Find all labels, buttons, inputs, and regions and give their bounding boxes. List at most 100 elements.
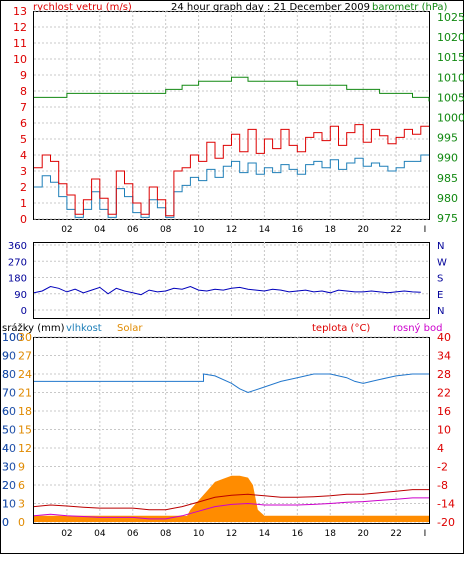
- temperature-y-tick-label: -14: [437, 498, 455, 511]
- x-tick-label: 22: [390, 529, 401, 539]
- humidity-y-tick-label: 70: [2, 387, 16, 400]
- temperature-y-tick-label: -8: [437, 479, 448, 492]
- direction-y-tick-label: 90: [14, 290, 27, 301]
- x-tick-label: 08: [160, 225, 172, 235]
- x-tick-label: 22: [390, 225, 401, 235]
- solar-y-tick-label: 30: [18, 331, 32, 344]
- compass-tick-label: W: [437, 257, 447, 268]
- humidity-y-tick-label: 100: [2, 331, 23, 344]
- pressure-y-tick-label: 1000: [437, 112, 464, 125]
- x-tick-label: 08: [160, 529, 172, 539]
- humidity-y-tick-label: 20: [2, 479, 16, 492]
- solar-y-tick-label: 24: [18, 368, 32, 381]
- x-tick-label: 06: [127, 225, 139, 235]
- wind-y-tick-label: 12: [13, 21, 27, 34]
- solar-y-tick-label: 9: [18, 461, 25, 474]
- x-tick-label: 02: [61, 225, 72, 235]
- pressure-y-tick-label: 990: [437, 152, 458, 165]
- wind-speed-series-line: [34, 124, 429, 217]
- x-tick-label: 18: [325, 529, 337, 539]
- humidity-y-tick-label: 90: [2, 350, 16, 363]
- pressure-y-tick-label: 1010: [437, 71, 464, 84]
- x-tick-label: 06: [127, 529, 139, 539]
- precip-y-tick-label: 7: [2, 387, 9, 400]
- precip-y-tick-label: 9: [2, 350, 9, 363]
- wind-y-tick-label: 11: [13, 37, 27, 50]
- x-tick-label: 16: [292, 529, 304, 539]
- pressure-series-line: [34, 76, 430, 102]
- pressure-y-tick-label: 1005: [437, 91, 464, 104]
- precip-y-tick-label: 8: [2, 368, 9, 381]
- wind-y-tick-label: 10: [13, 53, 27, 66]
- precip-y-tick-label: 10: [2, 331, 16, 344]
- wind-axis-title: rychlost vetru (m/s): [33, 2, 132, 13]
- precip-y-tick-label: 2: [2, 479, 9, 492]
- temperature-y-tick-label: 28: [437, 368, 451, 381]
- pressure-y-tick-label: 985: [437, 172, 458, 185]
- humidity-y-tick-label: 30: [2, 461, 16, 474]
- solar-y-tick-label: 0: [18, 516, 25, 529]
- pressure-axis-title: barometr (hPa): [372, 2, 448, 13]
- precip-y-tick-label: 0: [2, 516, 9, 529]
- direction-y-tick-label: 360: [8, 241, 27, 252]
- compass-tick-label: N: [437, 306, 444, 317]
- dewpoint-axis-title: rosný bod: [393, 322, 442, 334]
- wind-y-tick-label: 0: [20, 213, 27, 226]
- pressure-y-tick-label: 995: [437, 132, 458, 145]
- x-tick-label: 02: [61, 529, 72, 539]
- solar-y-tick-label: 21: [18, 387, 32, 400]
- temperature-y-tick-label: 16: [437, 405, 451, 418]
- grid-layer: [34, 10, 429, 523]
- dewpoint-series-line: [33, 497, 429, 520]
- compass-tick-label: S: [437, 274, 443, 285]
- humidity-y-tick-label: 80: [2, 368, 16, 381]
- wind-y-tick-label: 1: [20, 197, 27, 210]
- compass-tick-label: N: [437, 241, 444, 252]
- humidity-y-tick-label: 50: [2, 424, 16, 437]
- temperature-y-tick-label: -2: [437, 461, 448, 474]
- humidity-y-tick-label: 40: [2, 442, 16, 455]
- x-tick-label: 18: [325, 225, 337, 235]
- solar-y-tick-label: 6: [18, 479, 25, 492]
- temperature-y-tick-label: 22: [437, 387, 451, 400]
- data-layer: [33, 76, 430, 522]
- temperature-y-tick-label: 4: [437, 442, 444, 455]
- x-tick-label: 12: [226, 225, 237, 235]
- temperature-y-tick-label: 40: [437, 331, 451, 344]
- wind-y-tick-label: 2: [20, 181, 27, 194]
- x-tick-label: 20: [357, 225, 369, 235]
- x-tick-label: 16: [292, 225, 304, 235]
- solar-y-tick-label: 12: [18, 442, 32, 455]
- x-tick-label: 04: [94, 529, 106, 539]
- axis-label-layer: 0123456789101112139759809859909951000100…: [2, 5, 464, 539]
- x-tick-label: 04: [94, 225, 106, 235]
- pressure-y-tick-label: 1020: [437, 31, 464, 44]
- solar-y-tick-label: 15: [18, 424, 32, 437]
- direction-y-tick-label: 180: [8, 274, 27, 285]
- x-tick-label: 10: [193, 225, 205, 235]
- pressure-y-tick-label: 1025: [437, 11, 464, 24]
- solar-y-tick-label: 27: [18, 350, 32, 363]
- temperature-series-line: [33, 489, 429, 511]
- wind-y-tick-label: 3: [20, 165, 27, 178]
- wind-y-tick-label: 6: [20, 117, 27, 130]
- wind-y-tick-label: 5: [20, 133, 27, 146]
- wind-average-series-line: [34, 154, 429, 218]
- x-tick-label: 14: [259, 225, 271, 235]
- x-tick-end-marker: I: [424, 529, 427, 539]
- precip-axis-title: srážky (mm): [2, 322, 65, 334]
- humidity-axis-title: vlhkost: [66, 323, 102, 334]
- temperature-y-tick-label: 10: [437, 424, 451, 437]
- x-tick-label: 14: [259, 529, 271, 539]
- direction-y-tick-label: 270: [8, 257, 27, 268]
- humidity-y-tick-label: 10: [2, 498, 16, 511]
- solar-y-tick-label: 18: [18, 405, 32, 418]
- humidity-series-line: [34, 373, 429, 394]
- solar-y-tick-label: 3: [18, 498, 25, 511]
- humidity-y-tick-label: 0: [2, 516, 9, 529]
- pressure-y-tick-label: 1015: [437, 51, 464, 64]
- temperature-y-tick-label: -20: [437, 516, 455, 529]
- humidity-y-tick-label: 60: [2, 405, 16, 418]
- pressure-y-tick-label: 980: [437, 192, 458, 205]
